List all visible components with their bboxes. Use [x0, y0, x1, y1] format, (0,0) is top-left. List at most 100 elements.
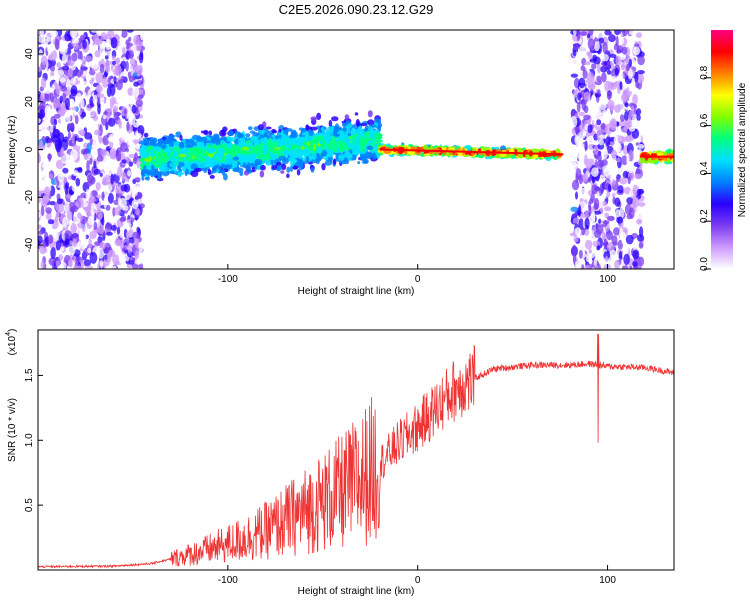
noise-speck: [46, 44, 55, 53]
noise-speck: [108, 117, 116, 127]
noise-speck: [635, 32, 643, 38]
noise-speck: [72, 37, 79, 45]
noise-speck: [44, 38, 49, 48]
noise-speck: [584, 239, 593, 250]
noise-speck: [139, 220, 145, 229]
band-speck: [221, 155, 226, 163]
noise-speck: [121, 30, 128, 38]
noise-speck: [60, 117, 64, 130]
band-speck: [310, 116, 318, 121]
noise-speck: [578, 111, 585, 117]
band-speck: [213, 159, 219, 166]
band-speck: [351, 149, 360, 155]
noise-speck: [80, 64, 84, 76]
noise-speck: [68, 259, 73, 267]
noise-speck: [38, 261, 41, 269]
noise-speck: [119, 217, 126, 222]
noise-speck: [614, 30, 621, 36]
noise-speck: [609, 249, 617, 260]
chart-title: C2E5.2026.090.23.12.G29: [279, 2, 434, 17]
band-speck: [246, 165, 252, 171]
noise-speck: [126, 121, 130, 132]
noise-speck: [61, 153, 69, 165]
noise-speck: [55, 84, 61, 95]
noise-speck: [40, 92, 45, 102]
noise-speck: [98, 224, 105, 235]
band-speck: [271, 140, 279, 148]
noise-speck: [75, 92, 82, 104]
noise-speck: [127, 71, 132, 79]
noise-speck: [69, 98, 75, 109]
band-speck: [307, 135, 314, 141]
noise-speck: [102, 135, 110, 146]
noise-speck: [592, 226, 597, 232]
band-speck: [283, 129, 289, 135]
noise-speck: [116, 226, 121, 235]
band-speck: [259, 137, 266, 144]
noise-speck: [103, 197, 108, 209]
noise-speck: [56, 202, 64, 214]
noise-speck: [93, 168, 101, 175]
band-speck: [179, 153, 187, 158]
noise-speck: [38, 34, 46, 43]
noise-speck: [121, 132, 125, 141]
noise-speck: [109, 97, 115, 107]
noise-speck: [587, 33, 591, 39]
noise-speck: [57, 132, 65, 144]
band-speck: [207, 149, 216, 153]
noise-speck: [89, 157, 93, 165]
noise-speck: [93, 221, 98, 231]
noise-speck: [62, 167, 69, 174]
band-speck: [366, 145, 374, 151]
band-speck: [266, 142, 273, 148]
band-speck: [251, 166, 255, 170]
noise-speck: [95, 71, 104, 84]
noise-speck: [50, 247, 56, 260]
noise-speck: [68, 189, 75, 196]
noise-speck: [44, 87, 51, 94]
noise-speck: [126, 263, 133, 269]
noise-speck: [62, 92, 67, 104]
band-speck: [196, 141, 205, 146]
noise-speck: [128, 228, 134, 238]
noise-speck: [95, 182, 101, 191]
noise-speck: [73, 265, 78, 269]
noise-speck: [128, 113, 136, 125]
band-speck: [247, 157, 254, 164]
noise-speck: [50, 123, 54, 134]
noise-speck: [71, 52, 78, 62]
band-speck: [296, 169, 301, 176]
band-speck: [215, 138, 221, 146]
band-speck: [378, 126, 381, 132]
noise-speck: [629, 266, 633, 269]
noise-speck: [117, 99, 126, 105]
noise-speck: [69, 196, 74, 202]
noise-speck: [38, 211, 41, 218]
noise-speck: [76, 71, 82, 78]
noise-speck: [134, 250, 140, 259]
noise-speck: [76, 241, 82, 250]
noise-speck: [69, 30, 78, 39]
noise-speck: [56, 69, 65, 77]
band-speck: [344, 114, 350, 120]
noise-speck: [133, 81, 140, 87]
noise-speck: [108, 249, 116, 258]
noise-speck: [622, 82, 627, 91]
noise-speck: [613, 227, 621, 236]
noise-speck: [91, 63, 99, 70]
band-speck: [172, 165, 177, 169]
band-speck: [278, 155, 287, 161]
noise-speck: [114, 206, 121, 216]
noise-speck: [107, 136, 116, 143]
band-speck: [149, 152, 156, 157]
noise-speck: [601, 72, 607, 83]
noise-speck: [38, 66, 42, 73]
noise-speck: [128, 260, 135, 265]
band-speck: [321, 130, 326, 137]
band-speck: [360, 153, 368, 158]
band-speck: [178, 142, 185, 149]
band-speck: [238, 137, 245, 144]
band-speck: [207, 168, 211, 176]
noise-speck: [57, 171, 65, 183]
band-speck: [179, 134, 183, 141]
